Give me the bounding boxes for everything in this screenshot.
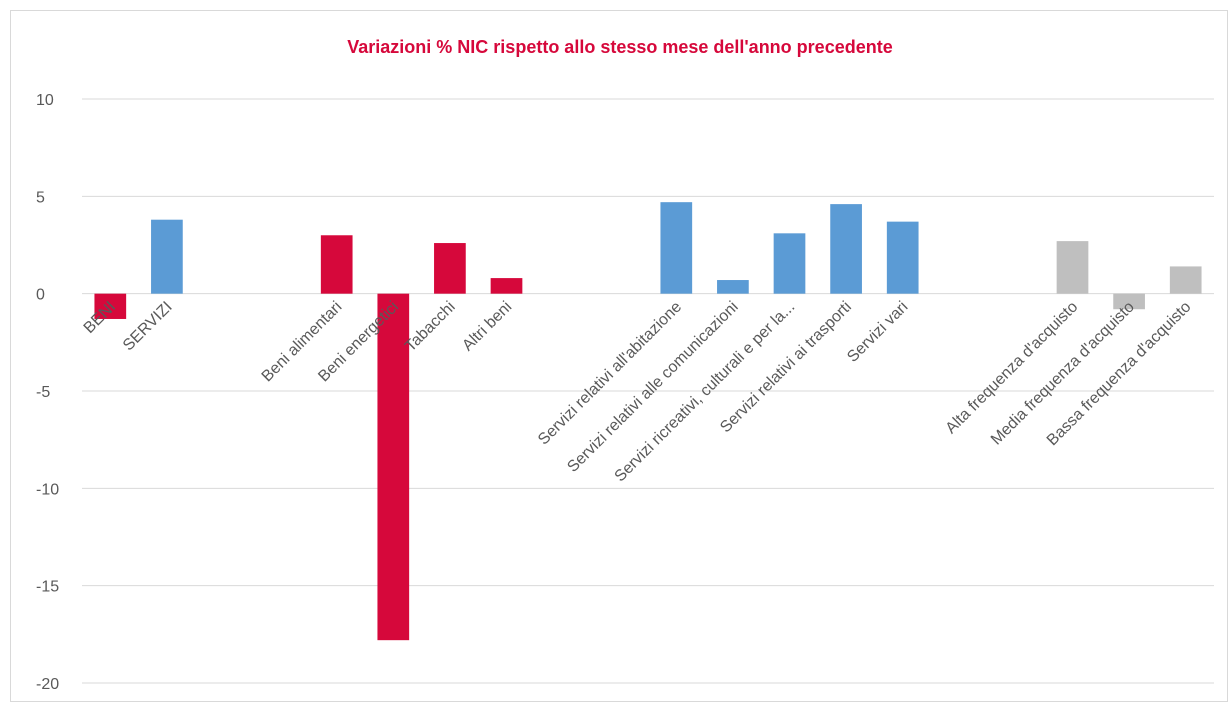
bar [1169, 266, 1202, 294]
y-tick-label: -5 [36, 384, 50, 401]
bar [320, 235, 353, 294]
bar [490, 278, 523, 294]
bar [660, 202, 693, 294]
bar [151, 219, 183, 294]
y-tick-label: -15 [36, 579, 59, 596]
bar [1113, 293, 1145, 310]
chart-title: Variazioni % NIC rispetto allo stesso me… [347, 37, 892, 57]
bar [773, 233, 806, 294]
bar [434, 243, 466, 294]
bar [886, 221, 919, 294]
bar [1056, 241, 1089, 294]
bar [377, 293, 410, 641]
y-tick-label: 0 [36, 287, 45, 304]
bar [94, 293, 127, 319]
y-tick-label: 10 [36, 92, 54, 109]
y-tick-label: 5 [36, 189, 45, 206]
bar [830, 204, 862, 294]
y-tick-label: -20 [36, 676, 59, 693]
bar [717, 280, 749, 294]
chart-border [10, 10, 1228, 702]
y-tick-label: -10 [36, 481, 59, 498]
